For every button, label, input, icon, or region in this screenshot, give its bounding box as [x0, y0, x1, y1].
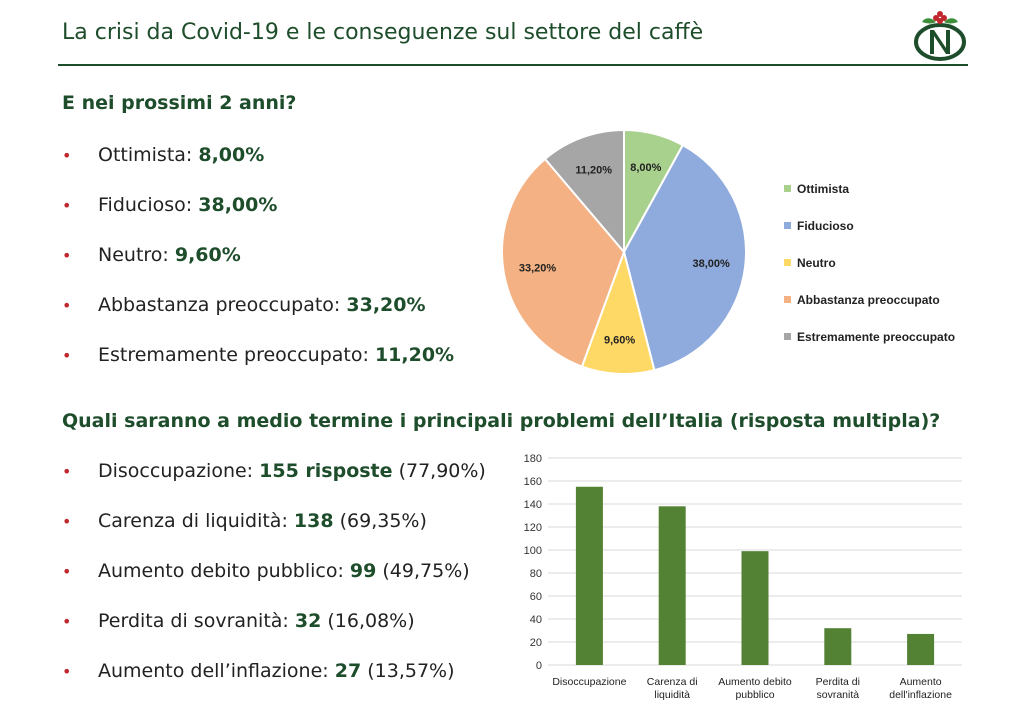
pie-slice	[622, 143, 747, 372]
bullet-icon: •	[62, 295, 72, 315]
bullet-icon: •	[62, 661, 72, 681]
bullet-icon: •	[62, 511, 72, 531]
pie-data-label: 11,20%	[575, 165, 612, 177]
item-label: Disoccupazione:	[98, 460, 260, 482]
legend-swatch	[784, 185, 791, 192]
list-item: • Perdita di sovranità: 32 (16,08%)	[62, 596, 486, 646]
legend-label: Estremamente preoccupato	[797, 329, 956, 344]
item-percent: (69,35%)	[333, 510, 427, 532]
list-item: • Carenza di liquidità: 138 (69,35%)	[62, 496, 486, 546]
y-tick-label: 0	[536, 660, 542, 672]
legend-item: Abbastanza preoccupato	[784, 281, 955, 318]
list-item: • Ottimista: 8,00%	[62, 130, 454, 180]
pie-data-label: 8,00%	[630, 162, 661, 174]
item-label: Neutro:	[98, 244, 175, 266]
y-tick-label: 100	[524, 545, 542, 557]
x-tick-label: Disoccupazione	[552, 676, 626, 688]
list-item: • Abbastanza preoccupato: 33,20%	[62, 280, 454, 330]
item-label: Abbastanza preoccupato:	[98, 294, 347, 316]
item-label: Ottimista:	[98, 144, 199, 166]
list-item: • Aumento debito pubblico: 99 (49,75%)	[62, 546, 486, 596]
item-value: 11,20%	[374, 344, 455, 366]
item-value: 9,60%	[174, 244, 241, 266]
bullet-icon: •	[62, 345, 72, 365]
item-value: 32	[294, 610, 322, 632]
legend-swatch	[784, 333, 791, 340]
legend-swatch	[784, 222, 791, 229]
legend-item: Ottimista	[784, 170, 955, 207]
problems-list: • Disoccupazione: 155 risposte (77,90%) •…	[62, 446, 486, 696]
bullet-icon: •	[62, 611, 72, 631]
item-value: 27	[334, 660, 362, 682]
y-tick-label: 140	[524, 499, 542, 511]
item-percent: (16,08%)	[321, 610, 415, 632]
bar	[658, 506, 686, 665]
item-label: Aumento debito pubblico:	[98, 560, 350, 582]
bar	[907, 633, 935, 665]
list-item: • Disoccupazione: 155 risposte (77,90%)	[62, 446, 486, 496]
legend-label: Fiducioso	[797, 218, 854, 233]
bar	[741, 551, 769, 665]
bullet-icon: •	[62, 245, 72, 265]
x-tick-label: Aumento dell'inflazione	[889, 676, 952, 701]
item-label: Aumento dell’inflazione:	[98, 660, 335, 682]
y-tick-label: 80	[530, 568, 542, 580]
section-title-outlook: E nei prossimi 2 anni?	[62, 92, 297, 114]
legend-label: Ottimista	[797, 181, 850, 196]
legend-label: Neutro	[797, 255, 836, 270]
legend-swatch	[784, 259, 791, 266]
bullet-icon: •	[62, 461, 72, 481]
x-tick-label: Perdita di sovranità	[816, 676, 860, 701]
x-tick-label: Aumento debito pubblico	[718, 676, 792, 701]
item-label: Estremamente preoccupato:	[98, 344, 375, 366]
pie-data-label: 38,00%	[692, 258, 730, 270]
legend-item: Estremamente preoccupato	[784, 318, 955, 355]
pie-data-label: 9,60%	[604, 335, 635, 347]
legend-item: Neutro	[784, 244, 955, 281]
pie-data-label: 33,20%	[519, 262, 557, 274]
item-percent: (49,75%)	[376, 560, 470, 582]
section-title-problems: Quali saranno a medio termine i principa…	[62, 410, 941, 432]
bullet-icon: •	[62, 145, 72, 165]
pie-slice	[501, 157, 626, 368]
legend-label: Abbastanza preoccupato	[797, 292, 940, 307]
y-tick-label: 160	[524, 476, 542, 488]
item-percent: (77,90%)	[392, 460, 486, 482]
pie-slice	[543, 128, 625, 255]
pie-chart: 8,00% 38,00% 9,60% 33,20% 11,20%	[501, 128, 747, 375]
item-value: 8,00%	[198, 144, 265, 166]
bar	[575, 486, 603, 665]
bar-chart: 0 20 40 60 80 100 120 140 160 180 Disoccupazione Ca…	[524, 453, 962, 701]
item-value: 99	[349, 560, 377, 582]
item-label: Perdita di sovranità:	[98, 610, 295, 632]
brand-logo	[914, 11, 966, 61]
list-item: • Aumento dell’inflazione: 27 (13,57%)	[62, 646, 486, 696]
item-value: 33,20%	[346, 294, 426, 316]
item-label: Carenza di liquidità:	[98, 510, 294, 532]
bullet-icon: •	[62, 561, 72, 581]
legend-item: Fiducioso	[784, 207, 955, 244]
legend-swatch	[784, 296, 791, 303]
list-item: • Fiducioso: 38,00%	[62, 180, 454, 230]
y-tick-label: 120	[524, 522, 542, 534]
pie-legend: Ottimista Fiducioso Neutro Abbastanza pr…	[784, 170, 955, 355]
y-tick-label: 60	[530, 591, 542, 603]
y-tick-label: 180	[524, 453, 542, 465]
header-divider	[58, 64, 968, 66]
y-tick-label: 20	[530, 637, 542, 649]
outlook-list: • Ottimista: 8,00% • Fiducioso: 38,00% • Ne…	[62, 130, 454, 380]
item-value: 38,00%	[198, 194, 278, 216]
item-value: 155 risposte	[259, 460, 393, 482]
list-item: • Estremamente preoccupato: 11,20%	[62, 330, 454, 380]
y-tick-label: 40	[530, 614, 542, 626]
list-item: • Neutro: 9,60%	[62, 230, 454, 280]
item-label: Fiducioso:	[98, 194, 199, 216]
page-title: La crisi da Covid-19 e le conseguenze su…	[62, 20, 704, 45]
item-percent: (13,57%)	[361, 660, 455, 682]
bullet-icon: •	[62, 195, 72, 215]
item-value: 138	[293, 510, 334, 532]
x-tick-label: Carenza di liquidità	[647, 676, 698, 701]
bar	[824, 628, 852, 665]
